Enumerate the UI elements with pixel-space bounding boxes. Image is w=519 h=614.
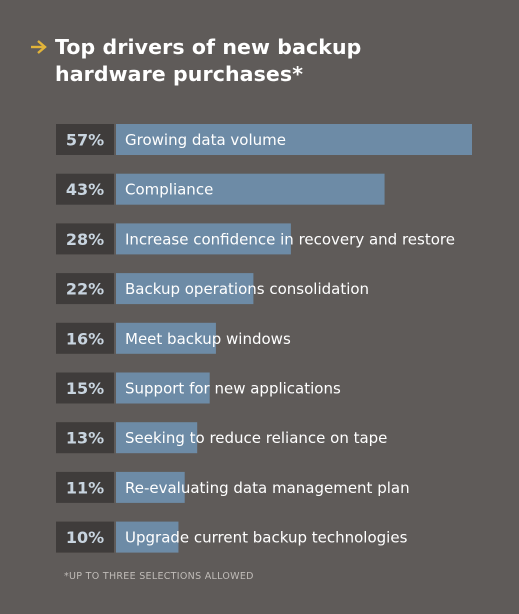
value-box	[56, 124, 114, 155]
value-label: 15%	[66, 379, 104, 398]
bar-row: 16% Meet backup windows	[56, 322, 291, 354]
category-label: Upgrade current backup technologies	[125, 529, 408, 547]
category-label: Compliance	[125, 181, 213, 199]
bar-row: 11% Re-evaluating data management plan	[56, 471, 410, 503]
category-label: Increase confidence in recovery and rest…	[125, 230, 455, 248]
value-label: 22%	[66, 280, 104, 299]
value-box	[56, 521, 114, 553]
chart-title: Top drivers of new backup hardware purch…	[55, 35, 362, 86]
category-label: Growing data volume	[125, 131, 286, 149]
value-label: 43%	[66, 180, 104, 199]
bar	[116, 322, 216, 354]
category-label: Meet backup windows	[125, 330, 291, 348]
arrow-right-icon	[31, 40, 47, 54]
value-box	[56, 173, 114, 205]
bar-row: 28% Increase confidence in recovery and r…	[56, 223, 455, 255]
bar	[116, 124, 472, 155]
bar-row: 15% Support for new applications	[56, 372, 341, 404]
category-label: Re-evaluating data management plan	[125, 479, 410, 497]
value-label: 16%	[66, 329, 104, 348]
bar	[116, 521, 179, 553]
footnote: *UP TO THREE SELECTIONS ALLOWED	[64, 571, 254, 582]
value-label: 13%	[66, 429, 104, 448]
value-box	[56, 422, 114, 454]
bar-row: 13% Seeking to reduce reliance on tape	[56, 422, 387, 454]
value-label: 10%	[66, 528, 104, 547]
category-label: Seeking to reduce reliance on tape	[125, 429, 387, 447]
value-box	[56, 372, 114, 404]
value-label: 28%	[66, 230, 104, 249]
bar	[116, 173, 385, 205]
bar	[116, 372, 210, 404]
bar-row: 43% Compliance	[56, 173, 385, 205]
bar	[116, 471, 185, 503]
bar	[116, 223, 291, 255]
bar-row: 10% Upgrade current backup technologies	[56, 521, 408, 553]
bar	[116, 422, 198, 454]
category-label: Backup operations consolidation	[125, 280, 369, 298]
value-box	[56, 273, 114, 305]
value-box	[56, 223, 114, 255]
value-box	[56, 471, 114, 503]
value-label: 11%	[66, 478, 104, 497]
bar	[116, 273, 254, 305]
value-label: 57%	[66, 131, 104, 150]
category-label: Support for new applications	[125, 380, 341, 398]
value-box	[56, 322, 114, 354]
bar-row: 22% Backup operations consolidation	[56, 273, 369, 305]
bar-row: 57% Growing data volume	[56, 124, 472, 155]
